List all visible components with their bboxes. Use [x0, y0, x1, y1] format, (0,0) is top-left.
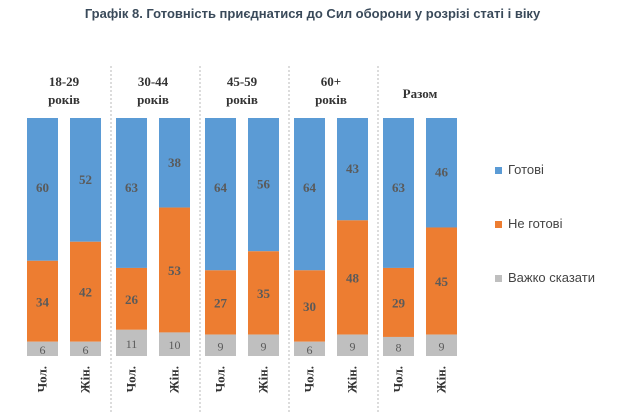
group-label: років [137, 92, 169, 107]
data-label: 56 [257, 177, 271, 192]
legend-swatch [495, 221, 502, 228]
data-label: 43 [346, 161, 360, 176]
data-label: 6 [83, 343, 89, 357]
bar-segment [294, 270, 325, 342]
data-label: 6 [307, 343, 313, 357]
category-label: Чол. [302, 366, 317, 392]
bar-segment [248, 251, 279, 335]
bar-segment [27, 260, 58, 342]
data-label: 26 [125, 292, 139, 307]
chart-title: Графік 8. Готовність приєднатися до Сил … [84, 6, 541, 21]
bar-segment [205, 334, 236, 356]
data-label: 9 [261, 339, 267, 353]
bar-segment [337, 334, 368, 356]
group-label: 45-59 [227, 74, 258, 89]
data-label: 64 [214, 180, 228, 195]
category-label: Чол. [391, 366, 406, 392]
bar-segment [70, 241, 101, 342]
category-label: Жін. [256, 366, 271, 393]
bar-segment [426, 334, 457, 356]
bar-segment [383, 336, 414, 356]
group-label: років [315, 92, 347, 107]
group-label: Разом [403, 86, 438, 101]
bar-segment [205, 270, 236, 335]
bar-segment [159, 207, 190, 333]
data-label: 9 [350, 339, 356, 353]
bar-segment [70, 341, 101, 356]
bar-segment [248, 334, 279, 356]
data-label: 53 [168, 263, 182, 278]
group-label: років [226, 92, 258, 107]
data-label: 34 [36, 294, 50, 309]
data-label: 48 [346, 270, 360, 285]
data-label: 38 [168, 155, 182, 170]
data-label: 27 [214, 295, 228, 310]
category-label: Чол. [124, 366, 139, 392]
group-label: 60+ [321, 74, 341, 89]
data-label: 63 [125, 180, 139, 195]
bar-segment [159, 118, 190, 208]
bar-segment [383, 118, 414, 268]
bar-segment [337, 220, 368, 335]
category-label: Жін. [167, 366, 182, 393]
data-label: 6 [40, 343, 46, 357]
data-label: 60 [36, 180, 49, 195]
bar-segment [70, 118, 101, 242]
bar-segment [337, 118, 368, 221]
data-label: 52 [79, 172, 92, 187]
legend-label: Готові [508, 162, 544, 177]
data-label: 8 [396, 340, 402, 354]
data-label: 42 [79, 285, 92, 300]
data-label: 11 [126, 337, 138, 351]
bar-segment [426, 118, 457, 228]
bar-segment [383, 267, 414, 337]
bar-segment [116, 329, 147, 356]
bar-segment [116, 267, 147, 330]
data-label: 29 [392, 295, 406, 310]
data-label: 63 [392, 180, 406, 195]
legend-swatch [495, 167, 502, 174]
data-label: 64 [303, 180, 317, 195]
data-label: 45 [435, 274, 449, 289]
legend-label: Важко сказати [508, 270, 595, 285]
bar-segment [116, 118, 147, 268]
bar-segment [27, 341, 58, 356]
legend-swatch [495, 275, 502, 282]
bar-segment [159, 332, 190, 356]
category-label: Жін. [434, 366, 449, 393]
data-label: 30 [303, 299, 316, 314]
group-label: років [48, 92, 80, 107]
bar-segment [27, 118, 58, 261]
category-label: Жін. [345, 366, 360, 393]
category-label: Жін. [78, 366, 93, 393]
data-label: 10 [169, 338, 181, 352]
bar-segment [294, 341, 325, 356]
legend-label: Не готові [508, 216, 563, 231]
category-label: Чол. [213, 366, 228, 392]
bar-segment [205, 118, 236, 271]
category-label: Чол. [35, 366, 50, 392]
bar-segment [294, 118, 325, 271]
bar-segment [248, 118, 279, 252]
data-label: 35 [257, 286, 271, 301]
group-label: 18-29 [49, 74, 80, 89]
data-label: 9 [218, 339, 224, 353]
bar-segment [426, 227, 457, 335]
data-label: 46 [435, 165, 449, 180]
group-label: 30-44 [138, 74, 169, 89]
data-label: 9 [439, 339, 445, 353]
